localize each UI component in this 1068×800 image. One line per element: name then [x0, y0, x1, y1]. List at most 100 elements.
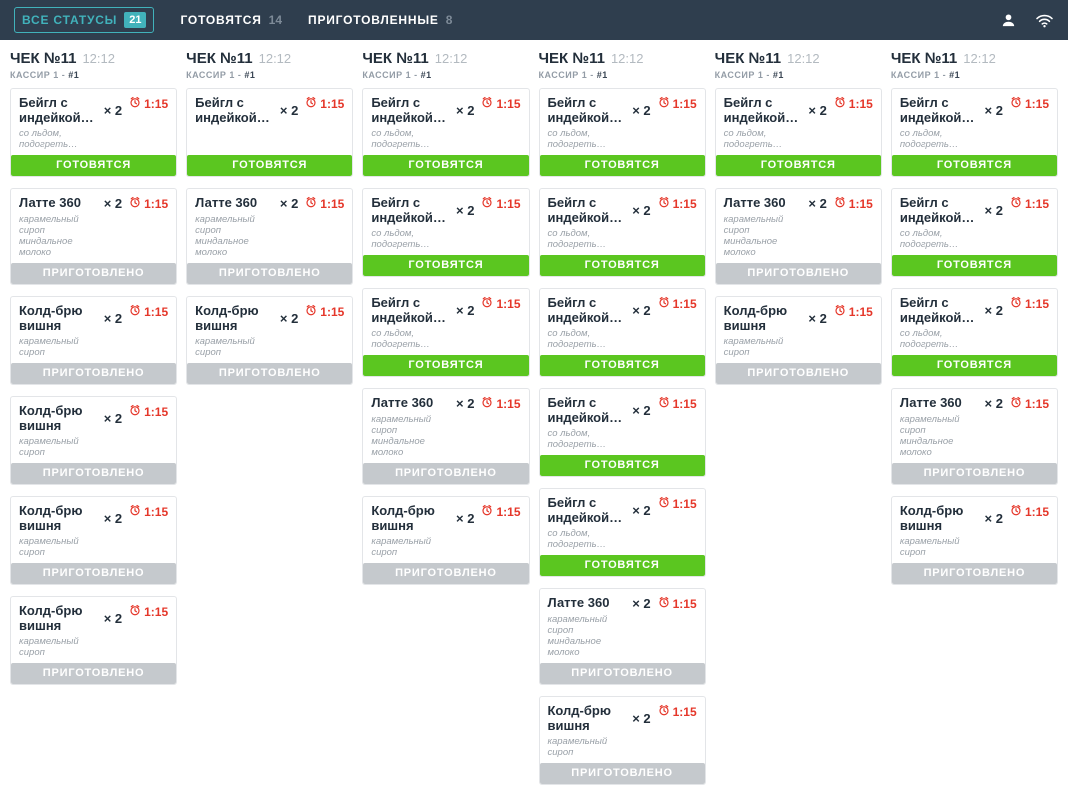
order-item-card: Колд-брю вишня × 2 1:15 карамельный сироп ПРИ…	[362, 496, 530, 585]
item-name: Бейгл с индейкой…	[195, 95, 270, 125]
item-timer: 1:15	[129, 504, 168, 519]
modifier: молоко	[19, 247, 51, 258]
receipt-time: 12:12	[258, 51, 292, 66]
status-button[interactable]: ГОТОВЯТСЯ	[11, 155, 177, 176]
item-qty: × 2	[984, 302, 1003, 318]
status-button[interactable]: ПРИГОТОВЛЕНО	[891, 463, 1057, 484]
modifier-list: со льдом, подогреть…	[371, 128, 520, 150]
item-body: Латте 360 × 2 1:15 карамельный сироп миндальн…	[716, 189, 881, 263]
timer-value: 1:15	[848, 304, 873, 319]
timer-value: 1:15	[672, 704, 697, 719]
item-qty: × 2	[632, 502, 651, 518]
item-timer: 1:15	[481, 96, 521, 111]
modifier: карамельный	[19, 536, 79, 547]
status-button[interactable]: ГОТОВЯТСЯ	[891, 255, 1057, 276]
modifier: со льдом,	[547, 228, 591, 239]
item-qty: × 2	[632, 302, 651, 318]
wifi-icon[interactable]	[1035, 11, 1054, 30]
modifier: миндальное	[371, 436, 425, 447]
status-button[interactable]: ГОТОВЯТСЯ	[539, 255, 705, 276]
tab-ready[interactable]: ПРИГОТОВЛЕННЫЕ 8	[308, 13, 452, 27]
modifier-list: карамельный сироп	[19, 636, 168, 658]
modifier-list: со льдом, подогреть…	[19, 128, 168, 150]
item-qty: × 2	[103, 310, 123, 326]
status-button[interactable]: ПРИГОТОВЛЕНО	[187, 363, 353, 384]
status-button[interactable]: ПРИГОТОВЛЕНО	[11, 463, 177, 484]
item-timer: 1:15	[481, 396, 521, 411]
order-item-card: Бейгл с индейкой… × 2 1:15 со льдом, подогре…	[538, 388, 706, 477]
status-button[interactable]: ГОТОВЯТСЯ	[363, 255, 529, 276]
item-qty: × 2	[632, 402, 651, 418]
timer-value: 1:15	[144, 304, 169, 319]
status-button[interactable]: ПРИГОТОВЛЕНО	[363, 463, 529, 484]
modifier: подогреть…	[547, 539, 607, 550]
modifier-list: со льдом, подогреть…	[548, 528, 697, 550]
status-button[interactable]: ГОТОВЯТСЯ	[891, 155, 1057, 176]
item-name: Бейгл с индейкой…	[899, 195, 975, 225]
timer-icon	[834, 304, 846, 319]
timer-icon	[1010, 504, 1022, 519]
status-button[interactable]: ПРИГОТОВЛЕНО	[11, 563, 177, 584]
modifier: карамельный	[723, 336, 784, 347]
modifier: подогреть…	[371, 239, 430, 250]
status-button[interactable]: ГОТОВЯТСЯ	[539, 455, 705, 476]
modifier: со льдом,	[371, 328, 415, 339]
modifier: карамельный	[723, 214, 784, 225]
item-body: Колд-брю вишня × 2 1:15 карамельный сироп	[11, 497, 176, 563]
modifier: миндальное	[723, 236, 778, 247]
modifier: сироп	[19, 547, 45, 558]
status-button[interactable]: ПРИГОТОВЛЕНО	[11, 663, 177, 684]
timer-icon	[305, 96, 317, 111]
tab-preparing[interactable]: ГОТОВЯТСЯ 14	[180, 13, 282, 27]
status-button[interactable]: ГОТОВЯТСЯ	[891, 355, 1057, 376]
modifier: карамельный	[899, 536, 960, 547]
item-body: Латте 360 × 2 1:15 карамельный сироп миндальн…	[363, 389, 528, 463]
item-timer: 1:15	[305, 196, 344, 211]
item-body: Колд-брю вишня × 2 1:15 карамельный сироп	[716, 297, 881, 363]
status-button[interactable]: ГОТОВЯТСЯ	[539, 555, 705, 576]
status-button[interactable]: ГОТОВЯТСЯ	[187, 155, 353, 176]
item-timer: 1:15	[129, 96, 168, 111]
modifier-list: карамельный сироп миндальное молоко	[195, 214, 344, 258]
status-button[interactable]: ГОТОВЯТСЯ	[363, 155, 529, 176]
status-button[interactable]: ГОТОВЯТСЯ	[363, 355, 529, 376]
status-button[interactable]: ПРИГОТОВЛЕНО	[539, 663, 705, 684]
item-body: Бейгл с индейкой… × 2 1:15 со льдом, подогре…	[363, 289, 528, 355]
modifier: подогреть…	[899, 239, 959, 250]
status-button[interactable]: ПРИГОТОВЛЕНО	[715, 363, 881, 384]
order-item-card: Латте 360 × 2 1:15 карамельный сироп миндальн…	[714, 188, 882, 285]
timer-value: 1:15	[848, 96, 873, 111]
status-button[interactable]: ПРИГОТОВЛЕНО	[11, 263, 177, 284]
item-qty: × 2	[456, 202, 475, 218]
timer-icon	[129, 196, 141, 211]
timer-icon	[1010, 396, 1022, 411]
modifier-list: карамельный сироп	[19, 536, 168, 558]
item-qty: × 2	[984, 102, 1003, 118]
item-body: Бейгл с индейкой… × 2 1:15 со льдом, подогре…	[892, 189, 1057, 255]
modifier: сироп	[899, 425, 926, 436]
modifier: со льдом,	[547, 528, 591, 539]
item-timer: 1:15	[129, 404, 168, 419]
modifier-list: со льдом, подогреть…	[548, 328, 697, 350]
item-qty: × 2	[103, 610, 123, 626]
status-button[interactable]: ГОТОВЯТСЯ	[539, 355, 705, 376]
status-button[interactable]: ГОТОВЯТСЯ	[539, 155, 705, 176]
status-button[interactable]: ГОТОВЯТСЯ	[715, 155, 881, 176]
status-button[interactable]: ПРИГОТОВЛЕНО	[715, 263, 881, 284]
status-button[interactable]: ПРИГОТОВЛЕНО	[891, 563, 1057, 584]
item-qty: × 2	[632, 595, 651, 611]
tab-all-statuses[interactable]: ВСЕ СТАТУСЫ 21	[14, 7, 155, 33]
item-timer: 1:15	[305, 96, 344, 111]
order-item-card: Латте 360 × 2 1:15 карамельный сироп миндальн…	[890, 388, 1058, 485]
receipt-number: ЧЕК №11	[186, 50, 253, 67]
status-button[interactable]: ПРИГОТОВЛЕНО	[539, 763, 705, 784]
timer-value: 1:15	[496, 504, 521, 519]
modifier: сироп	[723, 225, 750, 236]
user-icon[interactable]	[1000, 12, 1017, 29]
status-button[interactable]: ПРИГОТОВЛЕНО	[363, 563, 529, 584]
item-name: Бейгл с индейкой…	[547, 195, 623, 225]
status-button[interactable]: ПРИГОТОВЛЕНО	[11, 363, 177, 384]
status-button[interactable]: ПРИГОТОВЛЕНО	[187, 263, 353, 284]
receipt-header: ЧЕК №11 12:12 КАССИР 1 - #1	[891, 50, 1058, 80]
receipt-number: ЧЕК №11	[10, 50, 77, 67]
